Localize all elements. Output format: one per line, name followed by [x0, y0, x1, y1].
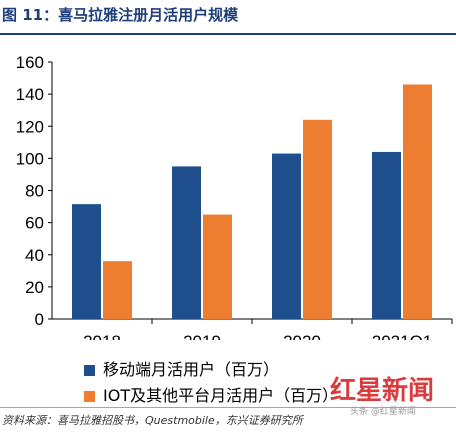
figure-title: 图 11：喜马拉雅注册月活用户规模 [2, 6, 239, 24]
y-tick-label: 80 [25, 182, 44, 201]
source-divider [0, 407, 456, 408]
bar-series-1-2020 [272, 153, 301, 319]
bar-series-2-2020 [303, 119, 332, 319]
bar-series-1-2021Q1 [372, 151, 401, 319]
legend-swatch-series-2 [84, 391, 95, 402]
y-tick-label: 160 [16, 53, 44, 72]
bar-series-1-2019 [172, 166, 201, 319]
y-tick-label: 20 [25, 278, 44, 297]
x-tick-label: 2021Q1 [372, 332, 433, 340]
bar-series-1-2018 [72, 204, 101, 319]
source-note: 资料来源：喜马拉雅招股书，Questmobile，东兴证券研究所 [2, 414, 303, 427]
bar-series-2-2021Q1 [403, 84, 432, 319]
x-tick-label: 2020 [283, 332, 321, 340]
legend-item-series-2: IOT及其他平台月活用户（百万） [84, 382, 338, 406]
legend-item-series-1: 移动端月活用户（百万） [84, 356, 279, 380]
y-axis: 0 20 40 60 80 100 120 140 160 [16, 53, 53, 329]
y-tick-label: 60 [25, 214, 44, 233]
bar-series-2-2019 [203, 214, 232, 319]
y-tick-label: 40 [25, 246, 44, 265]
legend-swatch-series-1 [84, 365, 95, 376]
y-tick-label: 0 [35, 310, 44, 329]
y-tick-label: 120 [16, 117, 44, 136]
bar-chart: 0 20 40 60 80 100 120 140 160 2018 2019 2020 2021Q1 [16, 53, 453, 340]
watermark-caption: 头条 @红星新闻 [350, 407, 416, 417]
x-tick-label: 2019 [183, 332, 221, 340]
x-axis: 2018 2019 2020 2021Q1 [52, 318, 453, 340]
y-tick-label: 100 [16, 149, 44, 168]
bars [72, 84, 432, 319]
x-tick-label: 2018 [83, 332, 121, 340]
watermark-logo: 红星新闻 [330, 376, 435, 406]
bar-series-2-2018 [103, 261, 132, 319]
legend-label-series-1: 移动端月活用户（百万） [103, 360, 280, 379]
legend-label-series-2: IOT及其他平台月活用户（百万） [103, 386, 339, 405]
y-tick-label: 140 [16, 85, 44, 104]
title-divider [0, 33, 456, 35]
